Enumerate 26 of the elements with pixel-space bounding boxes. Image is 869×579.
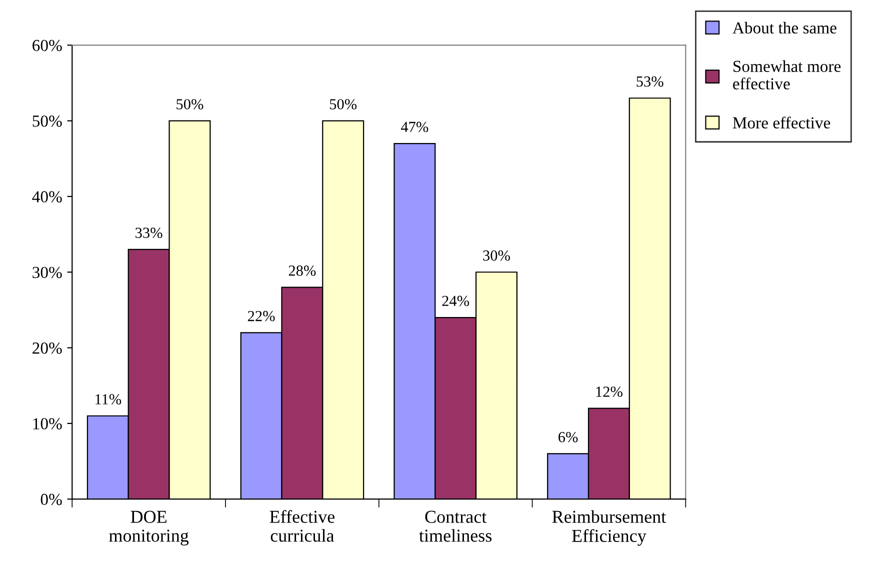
y-tick-label: 50% (32, 116, 62, 127)
data-label: 11% (96, 394, 122, 404)
x-tick-label: DOE monitoring (109, 510, 189, 546)
data-label: 12% (596, 386, 622, 397)
y-tick-label: 60% (32, 40, 62, 52)
y-tick-label: 40% (32, 191, 62, 202)
data-label: 33% (136, 228, 162, 238)
data-label: 53% (636, 76, 664, 87)
data-label: 22% (248, 310, 275, 322)
legend-label: About the same (732, 22, 836, 34)
y-tick-label: 20% (32, 342, 62, 354)
data-label: 24% (442, 296, 470, 306)
data-label: 50% (330, 99, 357, 110)
x-tick-label: Contract timeliness (419, 510, 492, 542)
y-tick-label: 10% (33, 418, 62, 430)
data-label: 50% (176, 99, 204, 110)
x-tick-label: Reimbursement Efficiency (552, 510, 666, 546)
data-label: 30% (483, 250, 510, 261)
data-label: 6% (558, 432, 578, 442)
data-label: 28% (288, 266, 316, 276)
x-tick-label: Effective curricula (270, 510, 334, 542)
y-tick-label: 0% (40, 494, 62, 506)
data-label: 47% (400, 122, 428, 132)
y-tick-label: 30% (32, 266, 62, 278)
legend-label: More effective (732, 116, 830, 128)
legend-label: Somewhat more effective (733, 60, 841, 90)
